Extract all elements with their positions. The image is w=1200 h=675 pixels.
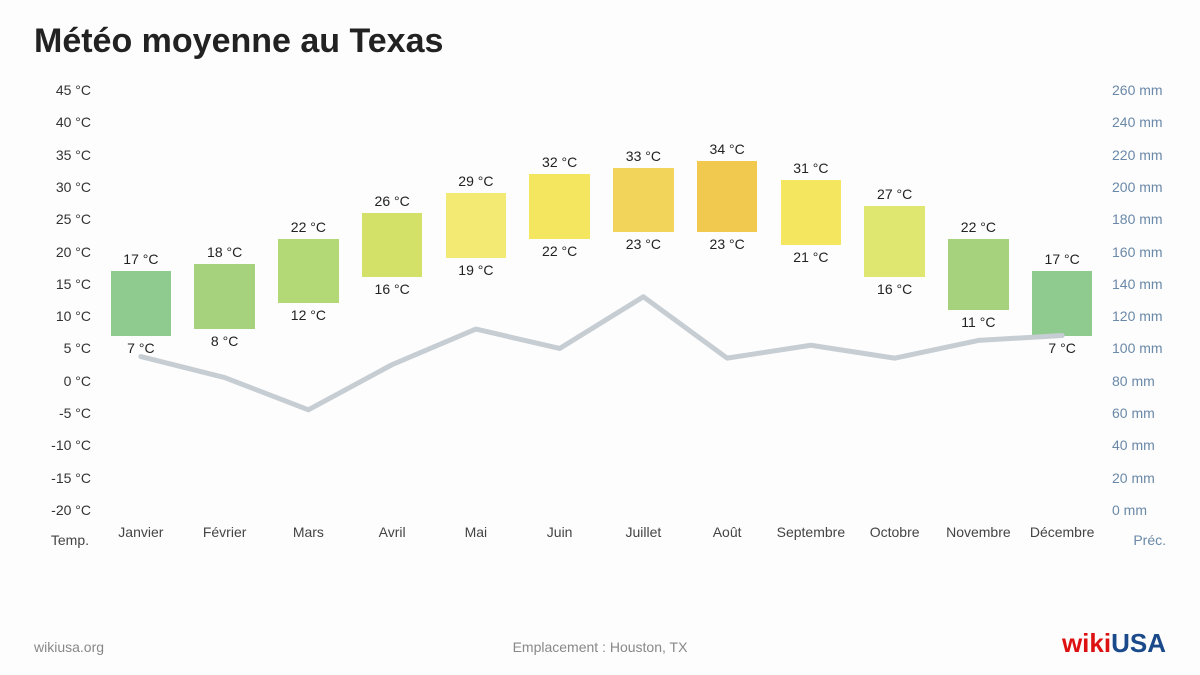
temp-bar — [613, 168, 673, 233]
temp-tick: 40 °C — [56, 114, 91, 130]
bar-low-label: 21 °C — [793, 249, 828, 265]
month-label: Janvier — [118, 524, 163, 540]
temp-tick: -20 °C — [51, 502, 91, 518]
temp-tick: 10 °C — [56, 308, 91, 324]
page-title: Météo moyenne au Texas — [0, 0, 1200, 61]
precip-tick: 200 mm — [1112, 179, 1163, 195]
bar-high-label: 22 °C — [291, 219, 326, 235]
temp-bar — [362, 213, 422, 278]
temp-bar — [948, 239, 1008, 310]
bar-low-label: 16 °C — [375, 281, 410, 297]
bar-low-label: 7 °C — [127, 340, 154, 356]
month-label: Septembre — [777, 524, 845, 540]
temp-tick: 15 °C — [56, 276, 91, 292]
bar-high-label: 17 °C — [1045, 251, 1080, 267]
month-label: Août — [713, 524, 742, 540]
month-label: Juin — [547, 524, 573, 540]
bar-high-label: 31 °C — [793, 160, 828, 176]
temp-tick: 20 °C — [56, 244, 91, 260]
precip-axis-label: Préc. — [1133, 532, 1166, 548]
chart-plot-area: 17 °C 7 °C 18 °C 8 °C 22 °C 12 °C 26 °C 16 °C 29… — [99, 90, 1104, 510]
temp-tick: 30 °C — [56, 179, 91, 195]
temp-tick: 0 °C — [64, 373, 91, 389]
precip-tick: 120 mm — [1112, 308, 1163, 324]
precip-tick: 180 mm — [1112, 211, 1163, 227]
wikiusa-logo: wikiUSA — [1062, 628, 1166, 659]
precipitation-axis: 0 mm20 mm40 mm60 mm80 mm100 mm120 mm140 … — [1104, 90, 1166, 510]
precip-tick: 80 mm — [1112, 373, 1155, 389]
bar-low-label: 8 °C — [211, 333, 238, 349]
bar-low-label: 12 °C — [291, 307, 326, 323]
bar-high-label: 22 °C — [961, 219, 996, 235]
temp-bar — [781, 180, 841, 245]
temp-bar — [278, 239, 338, 304]
temp-tick: -5 °C — [59, 405, 91, 421]
footer: wikiusa.org Emplacement : Houston, TX wi… — [34, 639, 1166, 655]
month-label: Décembre — [1030, 524, 1095, 540]
month-label: Mars — [293, 524, 324, 540]
bar-low-label: 23 °C — [710, 236, 745, 252]
precip-tick: 40 mm — [1112, 437, 1155, 453]
temperature-axis: -20 °C-15 °C-10 °C-5 °C0 °C5 °C10 °C15 °… — [34, 90, 99, 510]
temp-bar — [1032, 271, 1092, 336]
bar-high-label: 33 °C — [626, 148, 661, 164]
month-label: Mai — [465, 524, 488, 540]
temp-tick: 45 °C — [56, 82, 91, 98]
climate-chart: -20 °C -15 °C -10 °C -5 °C 0 °C 5 °C 10 °C 15 °… — [34, 90, 1166, 580]
bar-low-label: 7 °C — [1048, 340, 1075, 356]
temp-bar — [529, 174, 589, 239]
temp-bar — [697, 161, 757, 232]
bar-high-label: 32 °C — [542, 154, 577, 170]
source-url: wikiusa.org — [34, 639, 104, 655]
bar-high-label: 26 °C — [375, 193, 410, 209]
bar-high-label: 17 °C — [123, 251, 158, 267]
precip-tick: 20 mm — [1112, 470, 1155, 486]
precip-tick: 220 mm — [1112, 147, 1163, 163]
month-label: Février — [203, 524, 247, 540]
temp-tick: 35 °C — [56, 147, 91, 163]
bar-high-label: 34 °C — [710, 141, 745, 157]
precip-tick: 100 mm — [1112, 340, 1163, 356]
bar-low-label: 22 °C — [542, 243, 577, 259]
precip-tick: 240 mm — [1112, 114, 1163, 130]
bar-low-label: 19 °C — [458, 262, 493, 278]
bar-low-label: 11 °C — [961, 314, 995, 330]
temp-bar — [111, 271, 171, 336]
bar-low-label: 16 °C — [877, 281, 912, 297]
temp-tick: 25 °C — [56, 211, 91, 227]
bar-low-label: 23 °C — [626, 236, 661, 252]
temp-bar — [864, 206, 924, 277]
temp-tick: 5 °C — [64, 340, 91, 356]
month-axis: Janvier Février Mars Avril Mai Juin Juillet Aoû… — [34, 524, 1166, 548]
temp-tick: -15 °C — [51, 470, 91, 486]
month-label: Octobre — [870, 524, 920, 540]
precip-tick: 140 mm — [1112, 276, 1163, 292]
precip-tick: 60 mm — [1112, 405, 1155, 421]
bar-high-label: 27 °C — [877, 186, 912, 202]
month-label: Novembre — [946, 524, 1011, 540]
month-label: Juillet — [625, 524, 661, 540]
bar-high-label: 18 °C — [207, 244, 242, 260]
temp-tick: -10 °C — [51, 437, 91, 453]
precip-tick: 160 mm — [1112, 244, 1163, 260]
month-label: Avril — [379, 524, 406, 540]
temp-bar — [446, 193, 506, 258]
precip-tick: 0 mm — [1112, 502, 1147, 518]
location-label: Emplacement : Houston, TX — [513, 639, 688, 655]
temp-bar — [194, 264, 254, 329]
bar-high-label: 29 °C — [458, 173, 493, 189]
precip-tick: 260 mm — [1112, 82, 1163, 98]
